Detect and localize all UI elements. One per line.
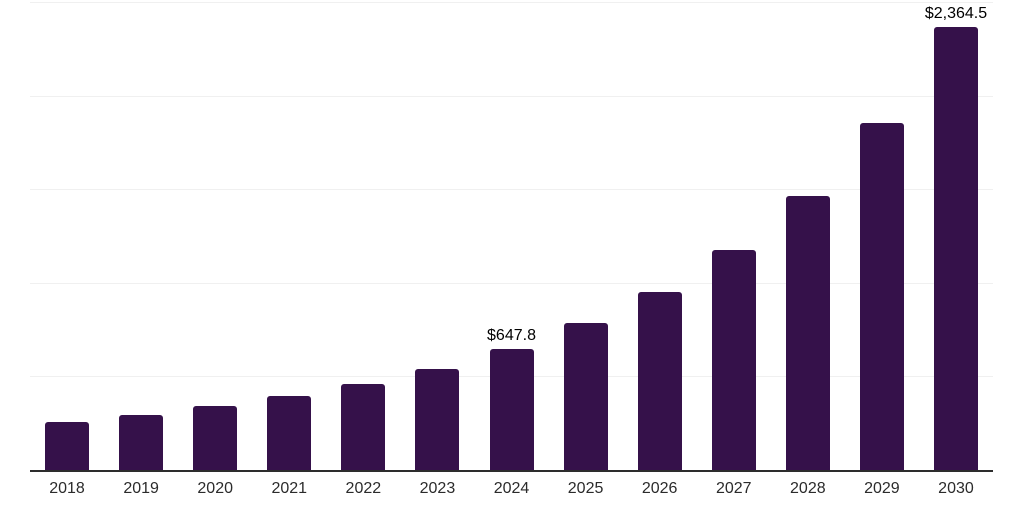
bar-column-2019 [104,2,178,470]
x-tick-label-2027: 2027 [715,480,752,497]
x-tick-label-2023: 2023 [419,480,456,497]
bar-2022 [341,383,386,470]
bar-2024 [489,348,534,470]
x-tick-label-2024: 2024 [493,480,530,497]
bar-2026 [637,291,682,470]
x-tick-label-2030: 2030 [938,480,974,497]
bar-column-2030: $2,364.5 [919,2,993,470]
x-tick-label-2018: 2018 [49,480,85,497]
x-tick-label-2019: 2019 [123,480,159,497]
x-tick-label-2026: 2026 [641,480,678,497]
x-tick-label-2021: 2021 [271,480,308,497]
bar-column-2029 [845,2,919,470]
bar-2020 [193,406,238,470]
bar-column-2024: $647.8 [474,2,548,470]
x-axis-tick-labels: 2018 2019 2020 2021 2022 2023 2024 2025 2026 2027… [30,481,993,497]
bar-value-label-2024: $647.8 [487,326,536,344]
bar-value-label-2030: $2,364.5 [924,5,988,23]
x-tick-label-2020: 2020 [197,480,233,497]
bar-column-2023 [400,2,474,470]
bar-2029 [859,123,904,470]
x-tick-label-2022: 2022 [345,480,382,497]
bar-column-2020 [178,2,252,470]
x-tick-label-2025: 2025 [567,480,604,497]
bar-column-2025 [549,2,623,470]
gridline [30,282,993,284]
bar-column-2022 [326,2,400,470]
bar-2021 [267,396,312,470]
bar-column-2018 [30,2,104,470]
gridline [30,189,993,191]
x-axis-line [30,470,993,472]
bar-2025 [563,323,608,470]
bar-2023 [415,368,460,470]
bar-2018 [45,421,90,470]
bar-2028 [785,195,830,470]
plot-area: $647.8 $2,364.5 [30,2,993,472]
gridline [30,2,993,3]
x-tick-label-2028: 2028 [790,480,826,497]
bar-column-2028 [771,2,845,470]
gridline [30,95,993,97]
bar-2030 [933,27,978,470]
bar-2019 [119,415,164,470]
x-tick-label-2029: 2029 [864,480,900,497]
bar-column-2026 [623,2,697,470]
bars-container: $647.8 $2,364.5 [30,2,993,470]
bar-2027 [711,250,756,470]
bar-column-2027 [697,2,771,470]
bar-column-2021 [252,2,326,470]
